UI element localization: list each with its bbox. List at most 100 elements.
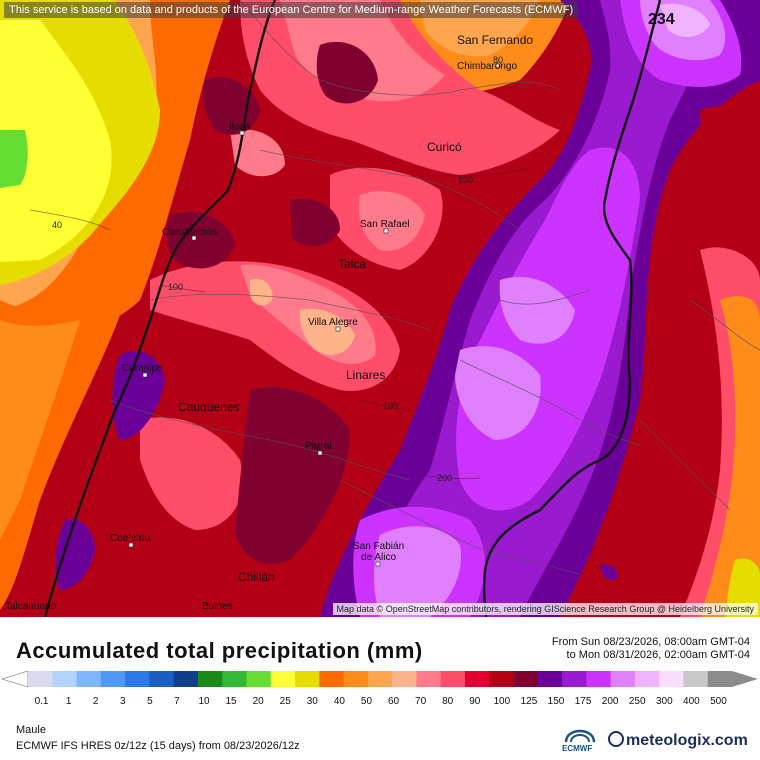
colorbar-tick-label: 90 — [469, 696, 481, 707]
brand-text: meteologix.com — [626, 732, 748, 749]
colorbar-segment — [610, 671, 636, 687]
marker-san-fabian — [375, 561, 381, 567]
colorbar-tick-label: 40 — [333, 696, 345, 707]
city-curanipe: Curanipe — [122, 363, 163, 374]
colorbar-tick-label: 500 — [710, 696, 727, 707]
city-san-fernando: San Fernando — [457, 33, 533, 47]
city-iloca: Iloca — [229, 122, 251, 133]
marker-iloca — [239, 130, 245, 136]
colorbar-segment — [222, 671, 247, 687]
colorbar-segment — [586, 671, 612, 687]
colorbar-segment — [537, 671, 563, 687]
colorbar-segment — [634, 671, 660, 687]
colorbar-tick-label: 100 — [493, 696, 511, 707]
colorbar-tick-label: 7 — [174, 696, 180, 707]
color-scale-ticks: 0.1 1 2 3 5 7 10 15 20 25 30 40 50 60 70 80 90 100 125 150 1… — [0, 696, 760, 710]
colorbar-tick-label: 25 — [279, 696, 291, 707]
region-name: Maule — [16, 724, 46, 736]
city-coelemu: Coelemu — [110, 533, 150, 544]
colorbar-tick-label: 2 — [92, 696, 99, 707]
city-talcahuano: Talcahuano — [5, 601, 57, 612]
colorbar-segment — [319, 671, 345, 687]
colorbar-tick-label: 125 — [520, 696, 538, 707]
colorbar-segment — [367, 671, 393, 687]
legend-title: Accumulated total precipitation (mm) — [16, 638, 423, 663]
city-parral: Parral — [305, 441, 332, 452]
marker-villa-alegre — [335, 326, 341, 332]
colorbar-tick-label: 1 — [65, 696, 72, 707]
colorbar-segment — [295, 671, 320, 687]
colorbar-segment — [489, 671, 515, 687]
precipitation-map[interactable]: 40 80 100 100 100 200 234 San Fernando C… — [0, 0, 760, 617]
colorbar-segment — [100, 671, 126, 687]
colorbar-segment — [28, 671, 53, 687]
map-canvas: 40 80 100 100 100 200 234 San Fernando C… — [0, 0, 760, 617]
contour-label-200: 200 — [437, 473, 452, 483]
colorbar-arrow-low — [0, 670, 29, 688]
colorbar-tick-label: 30 — [306, 696, 318, 707]
colorbar-segment — [707, 671, 733, 687]
colorbar-segment — [149, 671, 175, 687]
city-bulnes: Bulnes — [202, 601, 233, 612]
colorbar-tick-label: 70 — [415, 696, 427, 707]
marker-coelemu — [128, 542, 134, 548]
colorbar-segment — [683, 671, 709, 687]
city-curico: Curicó — [427, 140, 462, 154]
ecmwf-disclaimer: This service is based on data and produc… — [4, 2, 579, 18]
colorbar-tick-label: 15 — [225, 696, 237, 707]
colorbar-tick-label: 3 — [119, 696, 126, 707]
colorbar-arrow-high — [732, 671, 758, 687]
colorbar-segment — [197, 671, 223, 687]
ecmwf-label: ECMWF — [562, 744, 593, 753]
contour-label-100b: 100 — [168, 282, 183, 292]
period-to: to Mon 08/31/2026, 02:00am GMT-04 — [566, 649, 750, 661]
colorbar-segment — [52, 671, 78, 687]
contour-label-80: 80 — [493, 55, 503, 65]
colorbar-tick-label: 0.1 — [34, 696, 49, 707]
marker-curanipe — [142, 372, 148, 378]
city-villa-alegre: Villa Alegre — [308, 317, 358, 328]
colorbar-segment — [464, 671, 490, 687]
colorbar-tick-label: 80 — [442, 696, 454, 707]
city-de-alico: de Alico — [361, 552, 396, 563]
period-from: From Sun 08/23/2026, 08:00am GMT-04 — [551, 636, 750, 648]
map-attribution[interactable]: Map data © OpenStreetMap contributors, r… — [332, 603, 758, 615]
color-scale-bar — [0, 670, 758, 688]
colorbar-segment — [513, 671, 539, 687]
colorbar-segment — [416, 671, 442, 687]
colorbar-tick-label: 200 — [601, 696, 619, 707]
model-info: ECMWF IFS HRES 0z/12z (15 days) from 08/… — [16, 740, 300, 752]
colorbar-tick-label: 10 — [198, 696, 210, 707]
colorbar-segment — [270, 671, 296, 687]
marker-chimbarongo — [495, 62, 501, 68]
colorbar-segment — [659, 671, 684, 687]
city-san-fabian: San Fabián — [353, 541, 404, 552]
colorbar-tick-label: 175 — [574, 696, 592, 707]
city-chimbarongo: Chimbarongo — [457, 61, 517, 72]
colorbar-segment — [562, 671, 587, 687]
city-san-rafael: San Rafael — [360, 219, 409, 230]
city-talca: Talca — [338, 257, 366, 271]
colorbar-tick-label: 20 — [252, 696, 264, 707]
marker-constitucion — [191, 235, 197, 241]
city-linares: Linares — [346, 368, 385, 382]
colorbar-segment — [343, 671, 369, 687]
colorbar-segment — [173, 671, 199, 687]
colorbar-segment — [246, 671, 272, 687]
colorbar-segment — [392, 671, 417, 687]
city-constitucion: Constitución — [162, 227, 217, 238]
marker-parral — [317, 450, 323, 456]
contour-label-100a: 100 — [458, 175, 473, 185]
city-cauquenes: Cauquenes — [178, 400, 239, 414]
contour-label-100c: 100 — [383, 401, 398, 411]
meteologix-logo-icon — [608, 731, 624, 747]
colorbar-tick-label: 400 — [683, 696, 700, 707]
ecmwf-logo-icon — [564, 729, 596, 743]
colorbar-segment — [76, 671, 102, 687]
colorbar-tick-label: 5 — [147, 696, 153, 707]
colorbar-tick-label: 60 — [387, 696, 400, 707]
colorbar-segment — [440, 671, 466, 687]
meteologix-brand[interactable]: meteologix.com — [608, 731, 748, 750]
colorbar-tick-label: 250 — [628, 696, 646, 707]
colorbar-tick-label: 150 — [547, 696, 565, 707]
